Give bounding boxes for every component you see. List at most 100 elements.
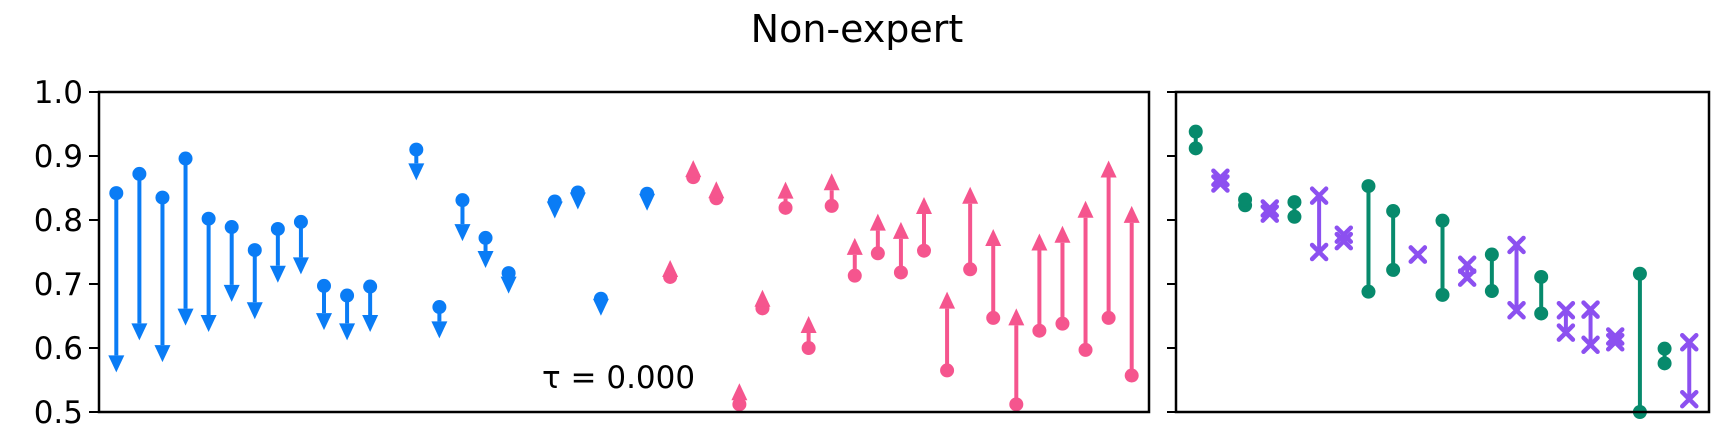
dumbbell (1680, 332, 1699, 409)
increase-arrow-head (754, 289, 771, 307)
decrease-arrow-head (569, 192, 586, 210)
increase-arrow (708, 181, 725, 206)
increase-arrow (777, 181, 794, 215)
increase-arrow (985, 228, 1002, 325)
decrease-arrow (477, 230, 494, 268)
increase-arrow-start-dot (940, 363, 955, 378)
decrease-arrow (292, 214, 309, 275)
dumbbell-circle-marker (1484, 284, 1499, 299)
decrease-arrow-start-dot (317, 278, 331, 293)
dumbbell (1309, 186, 1329, 262)
increase-arrow-start-dot (824, 198, 839, 213)
y-axis: 0.5 0.6 0.7 0.8 0.9 1.0 (34, 75, 99, 431)
dumbbell (1260, 199, 1280, 223)
increase-arrow (916, 196, 932, 258)
increase-arrow-start-dot (778, 200, 793, 215)
y-tick-label: 0.7 (34, 267, 83, 303)
increase-arrow-head (800, 316, 817, 333)
left-panel-marks (108, 142, 1140, 412)
dumbbell (1581, 300, 1600, 355)
increase-arrow (962, 186, 979, 277)
dumbbell-circle-marker (1287, 209, 1302, 224)
decrease-arrow (246, 243, 263, 320)
dumbbell (1507, 235, 1526, 320)
increase-arrow-head (869, 213, 886, 231)
decrease-arrow-start-dot (363, 279, 378, 294)
dumbbell-circle-marker (1287, 195, 1302, 210)
decrease-arrow-start-dot (478, 230, 493, 245)
y-tick-label: 0.9 (34, 139, 83, 175)
increase-arrow-start-dot (917, 243, 931, 258)
dumbbell (1632, 266, 1647, 419)
dumbbell (1435, 213, 1450, 302)
decrease-arrow (569, 185, 586, 210)
increase-arrow-head (1054, 225, 1071, 243)
increase-arrow-head (846, 237, 863, 255)
decrease-arrow-head (408, 163, 425, 181)
decrease-arrow-start-dot (224, 220, 239, 235)
increase-arrow-start-dot (1101, 310, 1116, 325)
increase-arrow (800, 316, 817, 355)
dumbbell (1408, 245, 1428, 264)
dumbbell-x-marker (1581, 300, 1600, 319)
decrease-arrow-head (592, 298, 609, 316)
increase-arrow-head (1077, 200, 1094, 218)
increase-arrow (754, 289, 771, 316)
increase-arrow (1054, 225, 1071, 331)
decrease-arrow-head (292, 257, 309, 275)
decrease-arrow-start-dot (409, 142, 424, 157)
left-panel: 0.5 0.6 0.7 0.8 0.9 1.0 τ = 0.000 (34, 75, 1151, 431)
dumbbell-circle-marker (1386, 262, 1401, 277)
dumbbell-x-marker (1605, 332, 1625, 352)
dumbbell-x-marker (1260, 204, 1280, 223)
y-tick-label: 1.0 (34, 75, 83, 111)
decrease-arrow (154, 190, 171, 363)
dumbbell-circle-marker (1386, 204, 1401, 219)
increase-arrow (1123, 205, 1140, 383)
decrease-arrow-start-dot (201, 211, 216, 226)
increase-arrow-head (685, 160, 702, 178)
increase-arrow (823, 173, 840, 213)
increase-arrow-start-dot (732, 397, 747, 412)
decrease-arrow (500, 266, 517, 294)
decrease-arrow (223, 220, 240, 302)
decrease-arrow-start-dot (293, 214, 308, 229)
decrease-arrow-head (500, 276, 517, 294)
dumbbell (1457, 255, 1477, 287)
increase-arrow (685, 160, 702, 185)
increase-arrow (1100, 160, 1117, 325)
increase-arrow (1031, 233, 1048, 338)
left-panel-frame (97, 90, 1151, 414)
dumbbell-x-marker (1408, 245, 1428, 264)
increase-arrow-head (892, 221, 909, 239)
dumbbell-circle-marker (1238, 192, 1253, 207)
dumbbell-circle-marker (1657, 356, 1672, 371)
decrease-arrow-start-dot (432, 300, 447, 315)
dumbbell-circle-marker (1632, 266, 1647, 281)
decrease-arrow-head (200, 315, 217, 332)
increase-arrow-start-dot (1009, 397, 1024, 412)
dumbbell-x-marker (1309, 186, 1329, 205)
dumbbell-x-marker (1457, 268, 1477, 287)
decrease-arrow (200, 211, 217, 332)
dumbbell-circle-marker (1361, 284, 1376, 299)
increase-arrow-start-dot (893, 265, 908, 280)
decrease-arrow-start-dot (132, 166, 147, 181)
right-panel-frame (1174, 90, 1711, 414)
dumbbell-x-marker (1556, 300, 1576, 320)
decrease-arrow-head (108, 355, 125, 373)
dumbbell-x-marker (1211, 174, 1230, 193)
dumbbell-circle-marker (1484, 247, 1499, 262)
increase-arrow-start-dot (1078, 342, 1093, 357)
dumbbell-x-marker (1211, 168, 1230, 188)
y-tick-label: 0.6 (34, 331, 83, 367)
dumbbell (1287, 195, 1302, 224)
decrease-arrow (339, 288, 356, 341)
increase-arrow-start-dot (870, 246, 885, 261)
decrease-arrow-head (223, 284, 240, 302)
decrease-arrow-head (154, 345, 171, 363)
increase-arrow-head (985, 228, 1002, 246)
increase-arrow-start-dot (1032, 323, 1047, 338)
decrease-arrow (108, 186, 125, 373)
increase-arrow (731, 383, 748, 412)
